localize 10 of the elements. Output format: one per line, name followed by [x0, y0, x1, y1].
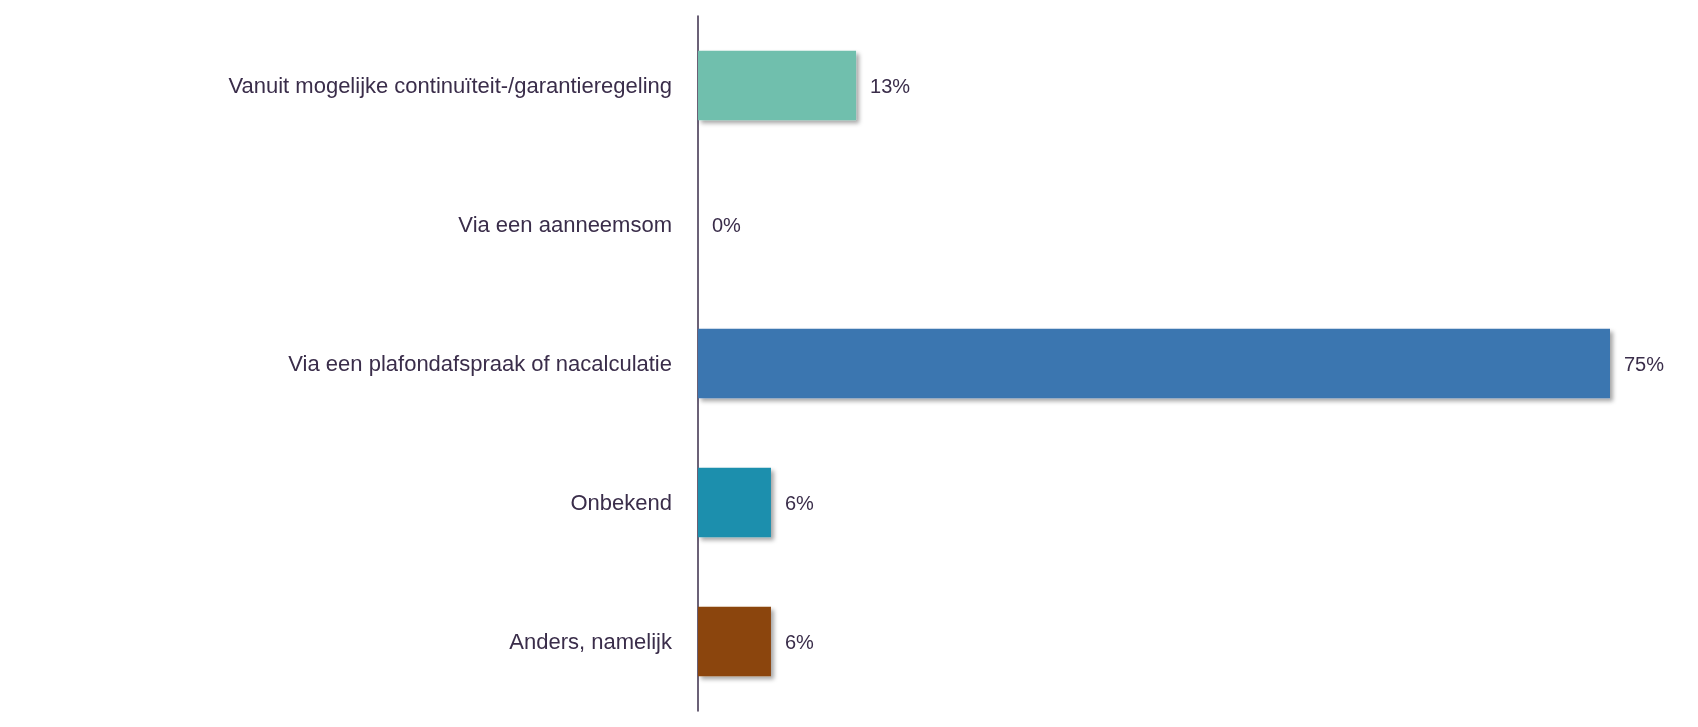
- y-tick-label: Via een aanneemsom: [458, 212, 672, 237]
- y-tick-label: Onbekend: [570, 490, 672, 515]
- y-tick-label: Anders, namelijk: [509, 629, 673, 654]
- data-label: 13%: [870, 74, 911, 97]
- data-label: 6%: [784, 630, 815, 653]
- y-tick-label: Via een plafondafspraak of nacalculatie: [288, 351, 672, 376]
- data-label: 0%: [712, 213, 742, 236]
- data-label: 6%: [784, 491, 815, 514]
- data-label: 75%: [1624, 352, 1665, 375]
- y-tick-label: Vanuit mogelijke continuïteit-/garantieregeling: [228, 73, 672, 98]
